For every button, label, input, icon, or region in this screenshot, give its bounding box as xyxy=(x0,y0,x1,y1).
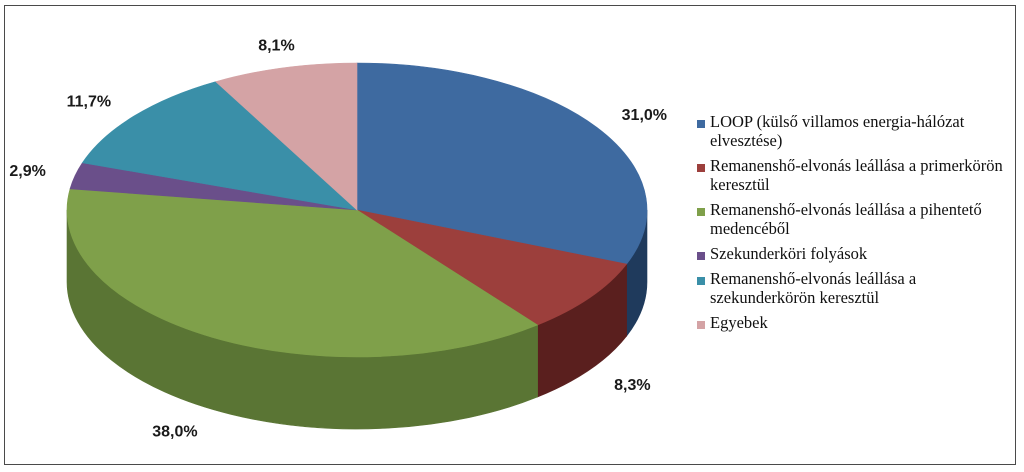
pie-slice xyxy=(356,209,628,326)
pie-data-label: 8,3% xyxy=(614,377,650,394)
pie-slice xyxy=(215,62,358,211)
legend-item: Remanenshő-elvonás leállása a pihentető … xyxy=(690,200,1010,238)
chart-legend: LOOP (külső villamos energia-hálózat elv… xyxy=(690,112,1010,338)
legend-swatch xyxy=(697,252,705,260)
legend-swatch xyxy=(697,321,705,329)
pie-data-label: 8,1% xyxy=(258,38,294,55)
legend-swatch xyxy=(697,208,705,216)
legend-label: LOOP (külső villamos energia-hálózat elv… xyxy=(710,112,965,150)
legend-label: Remanenshő-elvonás leállása a szekunderk… xyxy=(710,269,917,307)
legend-item: Remanenshő-elvonás leállása a primerkörö… xyxy=(690,156,1010,194)
pie-data-label: 31,0% xyxy=(622,107,667,124)
legend-item: Szekunderköri folyások xyxy=(690,244,1010,263)
legend-item: Remanenshő-elvonás leállása a szekunderk… xyxy=(690,269,1010,307)
pie-data-label: 11,7% xyxy=(67,94,111,111)
legend-item: LOOP (külső villamos energia-hálózat elv… xyxy=(690,112,1010,150)
legend-swatch xyxy=(697,120,705,128)
pie-slice xyxy=(66,188,539,358)
pie-slice xyxy=(356,62,648,265)
pie-labels: 31,0% 8,3% 38,0% 2,9% 11,7% 8,1% xyxy=(9,38,667,441)
legend-swatch xyxy=(697,277,705,285)
legend-label: Szekunderköri folyások xyxy=(710,244,868,263)
pie-tops xyxy=(66,62,648,358)
legend-label: Egyebek xyxy=(710,313,768,332)
legend-item: Egyebek xyxy=(690,313,1010,332)
pie-data-label: 2,9% xyxy=(9,163,45,180)
pie-data-label: 38,0% xyxy=(152,423,197,440)
legend-label: Remanenshő-elvonás leállása a pihentető … xyxy=(710,200,982,238)
pie-slice xyxy=(81,81,358,211)
legend-label: Remanenshő-elvonás leállása a primerkörö… xyxy=(710,156,1003,194)
legend-swatch xyxy=(697,164,705,172)
pie-sides xyxy=(66,209,648,430)
